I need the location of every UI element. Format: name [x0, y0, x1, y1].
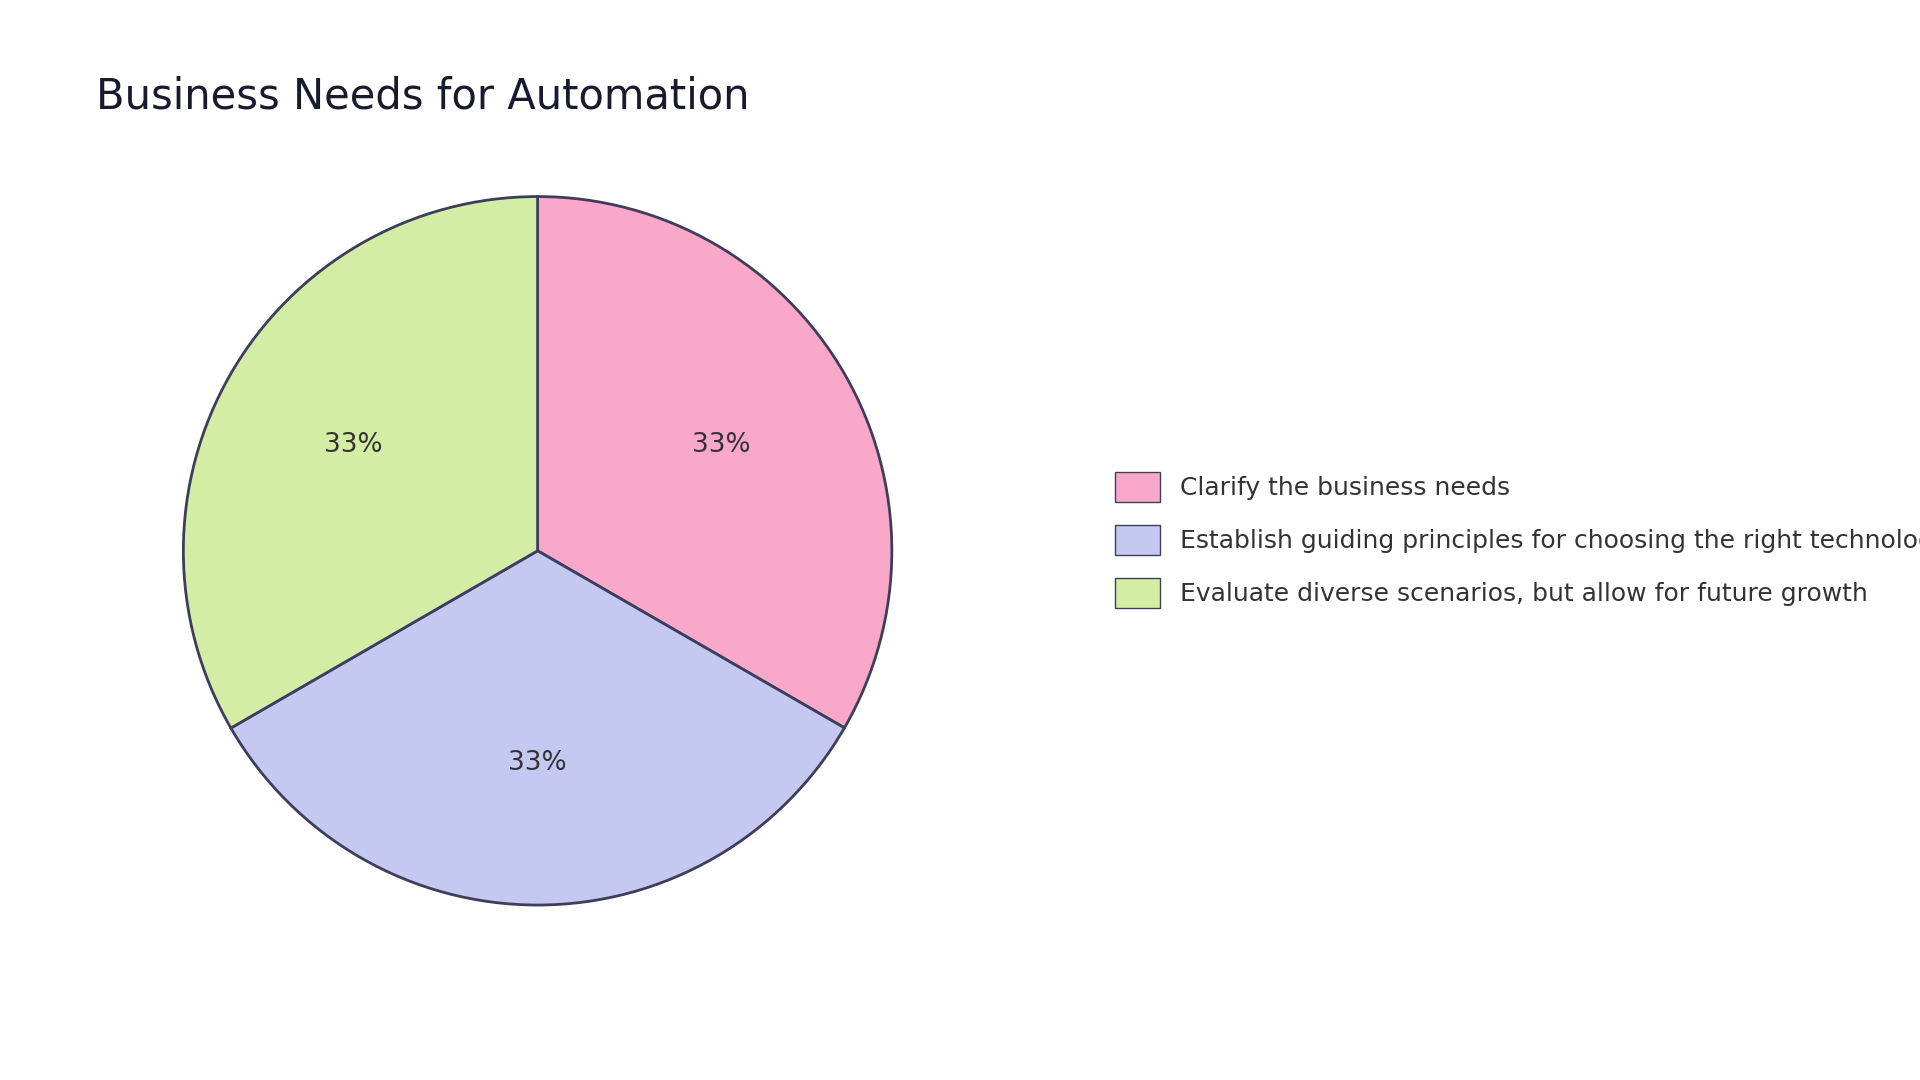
- Wedge shape: [230, 551, 845, 905]
- Text: 33%: 33%: [693, 432, 751, 458]
- Text: 33%: 33%: [324, 432, 382, 458]
- Legend: Clarify the business needs, Establish guiding principles for choosing the right : Clarify the business needs, Establish gu…: [1102, 459, 1920, 621]
- Text: 33%: 33%: [509, 751, 566, 777]
- Text: Business Needs for Automation: Business Needs for Automation: [96, 76, 749, 118]
- Wedge shape: [538, 197, 893, 728]
- Wedge shape: [184, 197, 538, 728]
